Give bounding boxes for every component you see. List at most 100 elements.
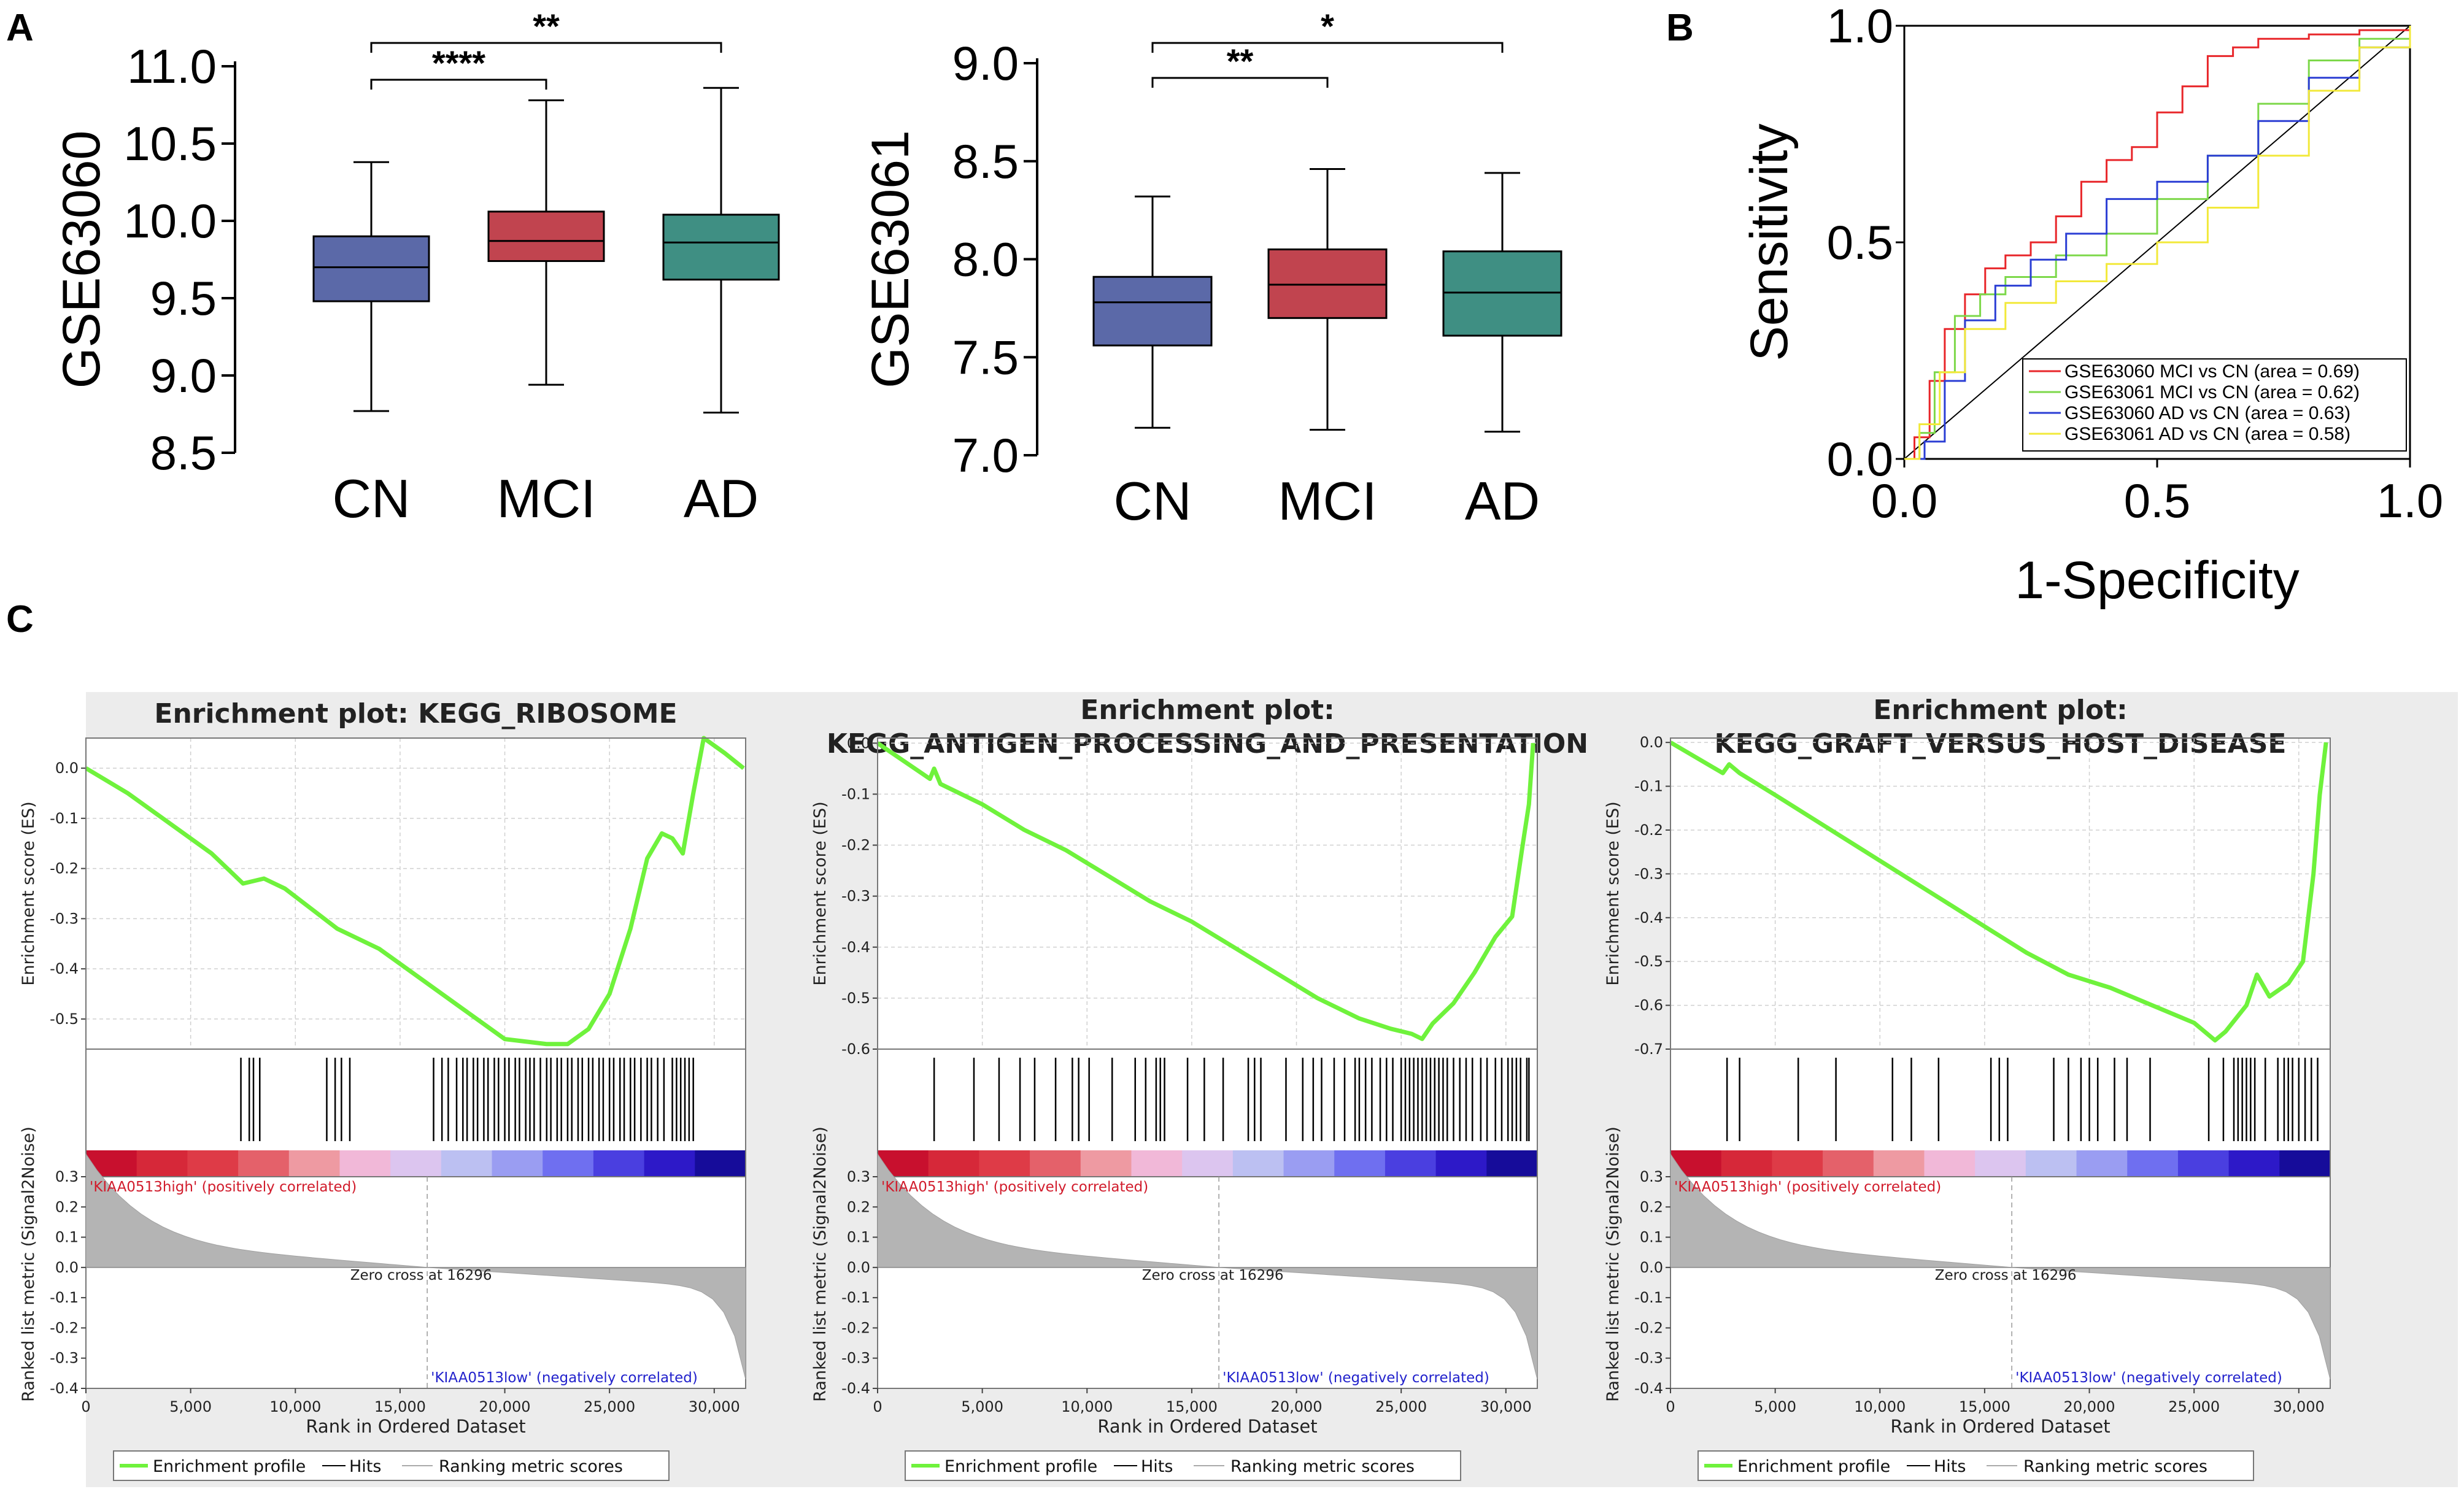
ranking-color-bar-segment	[2127, 1150, 2179, 1177]
es-y-tick-label: -0.6	[841, 1041, 870, 1058]
ranking-color-bar-segment	[441, 1150, 493, 1177]
x-tick-label: 30,000	[1480, 1398, 1532, 1415]
y-tick-label: 1.0	[1827, 0, 1893, 53]
ranking-color-bar-segment	[644, 1150, 696, 1177]
ranking-color-bar-segment	[928, 1150, 980, 1177]
ranking-color-bar-segment	[1975, 1150, 2026, 1177]
legend-hits: Hits	[349, 1457, 381, 1476]
gsea-title: Enrichment plot:	[1080, 694, 1334, 726]
gsea-title: KEGG_ANTIGEN_PROCESSING_AND_PRESENTATION	[827, 728, 1588, 760]
y-tick-label: 9.5	[150, 271, 217, 325]
ranking-color-bar-segment	[1924, 1150, 1976, 1177]
positive-correlation-label: 'KIAA0513high' (positively correlated)	[881, 1179, 1148, 1195]
x-tick-label: 25,000	[584, 1398, 635, 1415]
positive-correlation-label: 'KIAA0513high' (positively correlated)	[90, 1179, 357, 1195]
ranking-color-bar-segment	[593, 1150, 645, 1177]
enrichment-profile-line	[876, 741, 1535, 1041]
rm-y-tick-label: 0.2	[1640, 1198, 1663, 1215]
es-y-tick-label: -0.5	[841, 990, 870, 1007]
category-label: MCI	[496, 468, 595, 529]
rm-y-tick-label: -0.4	[1634, 1380, 1663, 1397]
gsea-legend-box	[1697, 1450, 2254, 1481]
x-tick-label: 5,000	[961, 1398, 1003, 1415]
rm-y-tick-label: -0.3	[1634, 1350, 1663, 1367]
ranking-color-bar-segment	[339, 1150, 392, 1177]
y-tick-label: 7.5	[952, 330, 1019, 384]
legend-entry: GSE63060 MCI vs CN (area = 0.69)	[2064, 361, 2360, 382]
y-tick-label: 7.0	[952, 428, 1019, 482]
x-tick-label: 10,000	[1854, 1398, 1906, 1415]
x-axis-label: Rank in Ordered Dataset	[1890, 1416, 2110, 1437]
ranking-metric-area	[877, 1153, 1538, 1380]
rm-y-tick-label: -0.1	[1634, 1289, 1663, 1306]
es-y-tick-label: -0.5	[50, 1010, 79, 1028]
zero-cross-label: Zero cross at 16296	[350, 1268, 492, 1283]
x-tick-label: 30,000	[2273, 1398, 2325, 1415]
y-tick-label: 8.5	[150, 426, 217, 480]
positive-correlation-label: 'KIAA0513high' (positively correlated)	[1674, 1179, 1941, 1195]
rm-y-tick-label: -0.1	[50, 1289, 79, 1306]
ranking-color-bar-segment	[492, 1150, 544, 1177]
rm-y-tick-label: 0.3	[1640, 1168, 1663, 1185]
x-tick-label: 0.5	[2124, 474, 2190, 528]
rm-y-axis-label: Ranked list metric (Signal2Noise)	[811, 1126, 830, 1402]
es-y-tick-label: 0.0	[55, 760, 79, 777]
gsea-plot-ribosome: Enrichment plot: KEGG_RIBOSOME 0.0 -0.1 -0.…	[19, 698, 746, 1481]
y-axis-label: Sensitivity	[1740, 123, 1799, 361]
rm-y-tick-label: -0.2	[50, 1319, 79, 1336]
x-tick-label: 0	[81, 1398, 90, 1415]
es-y-tick-label: -0.3	[1634, 865, 1663, 882]
y-axis-label: GSE63060	[52, 131, 111, 389]
ranking-color-bar-segment	[1486, 1150, 1538, 1177]
y-tick-label: 9.0	[952, 36, 1019, 90]
ranking-color-bar-segment	[1772, 1150, 1824, 1177]
legend-ranking-metric: Ranking metric scores	[2023, 1457, 2207, 1476]
category-label: CN	[332, 468, 410, 529]
ranking-color-bar-segment	[2228, 1150, 2281, 1177]
rm-y-tick-label: 0.2	[847, 1198, 870, 1215]
y-tick-label: 0.0	[1827, 432, 1893, 486]
roc-curve	[1904, 26, 2411, 460]
box-mci	[487, 210, 605, 263]
gsea-title: Enrichment plot: KEGG_RIBOSOME	[154, 698, 677, 729]
panel-label-a: A	[6, 7, 34, 49]
x-tick-label: 25,000	[2168, 1398, 2220, 1415]
rm-y-tick-label: 0.3	[847, 1168, 870, 1185]
x-tick-label: 5,000	[169, 1398, 212, 1415]
rm-y-tick-label: 0.2	[55, 1198, 79, 1215]
ranking-color-bar-segment	[979, 1150, 1031, 1177]
es-y-tick-label: -0.3	[841, 888, 870, 905]
es-y-tick-label: -0.4	[50, 960, 79, 977]
ranking-color-bar-segment	[1435, 1150, 1488, 1177]
panel-label-c: C	[6, 598, 34, 641]
ranking-color-bar-segment	[1721, 1150, 1773, 1177]
legend-enrichment-profile: Enrichment profile	[944, 1457, 1097, 1476]
category-label: MCI	[1278, 471, 1377, 531]
rm-y-tick-label: -0.4	[841, 1380, 870, 1397]
rm-y-tick-label: 0.0	[847, 1259, 870, 1276]
gsea-plot-graft: Enrichment plot:KEGG_GRAFT_VERSUS_HOST_D…	[1604, 694, 2331, 1481]
es-y-tick-label: 0.0	[847, 734, 870, 752]
ranking-color-bar-segment	[543, 1150, 594, 1177]
ranking-color-bar-segment	[1232, 1150, 1284, 1177]
legend-entry: GSE63060 AD vs CN (area = 0.63)	[2064, 403, 2350, 423]
ranking-color-bar-segment	[1182, 1150, 1234, 1177]
ranking-color-bar-segment	[238, 1150, 290, 1177]
ranking-color-bar-segment	[2279, 1150, 2331, 1177]
ranking-color-bar-segment	[1334, 1150, 1386, 1177]
legend-ranking-metric: Ranking metric scores	[1230, 1457, 1415, 1476]
zero-cross-label: Zero cross at 16296	[1142, 1268, 1284, 1283]
ranking-color-bar-segment	[1873, 1150, 1925, 1177]
legend-enrichment-profile: Enrichment profile	[153, 1457, 306, 1476]
y-tick-label: 10.0	[123, 194, 217, 248]
x-tick-label: 0.0	[1871, 474, 1937, 528]
ranking-color-bar-segment	[1823, 1150, 1874, 1177]
ranking-color-bar-segment	[1283, 1150, 1335, 1177]
es-y-tick-label: 0.0	[1640, 734, 1663, 751]
y-tick-label: 10.5	[123, 117, 217, 171]
es-y-tick-label: -0.6	[1634, 997, 1663, 1014]
rm-y-tick-label: 0.0	[55, 1259, 79, 1276]
panel-label-b: B	[1666, 7, 1694, 49]
